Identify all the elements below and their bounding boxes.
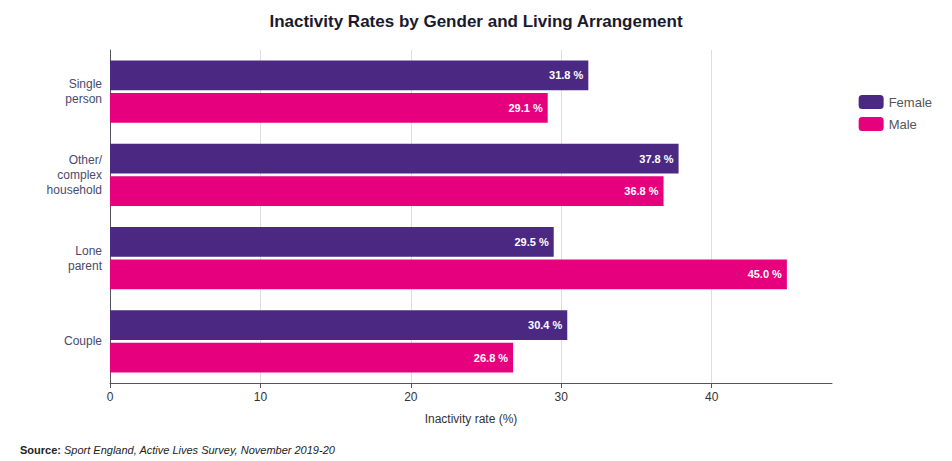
svg-text:26.8 %: 26.8 % <box>474 352 508 364</box>
svg-text:29.1 %: 29.1 % <box>508 102 542 114</box>
svg-text:36.8 %: 36.8 % <box>624 185 658 197</box>
svg-text:Female: Female <box>889 95 932 110</box>
svg-text:complex: complex <box>57 168 102 182</box>
svg-text:Male: Male <box>889 117 917 132</box>
svg-text:30: 30 <box>555 390 569 404</box>
svg-text:10: 10 <box>254 390 268 404</box>
svg-text:Lone: Lone <box>75 244 102 258</box>
svg-text:Inactivity Rates by Gender and: Inactivity Rates by Gender and Living Ar… <box>269 12 682 31</box>
svg-text:45.0 %: 45.0 % <box>748 268 782 280</box>
svg-text:31.8 %: 31.8 % <box>549 69 583 81</box>
svg-text:person: person <box>65 92 102 106</box>
svg-text:40: 40 <box>705 390 719 404</box>
svg-text:20: 20 <box>404 390 418 404</box>
svg-text:household: household <box>47 183 102 197</box>
svg-text:Inactivity rate (%): Inactivity rate (%) <box>425 412 518 426</box>
svg-text:30.4 %: 30.4 % <box>528 319 562 331</box>
svg-text:Single: Single <box>69 77 103 91</box>
svg-text:Couple: Couple <box>64 334 102 348</box>
svg-text:Other/: Other/ <box>69 153 103 167</box>
svg-text:29.5 %: 29.5 % <box>514 236 548 248</box>
svg-text:Source:: Source: <box>20 444 61 456</box>
svg-text:Sport England, Active Lives Su: Sport England, Active Lives Survey, Nove… <box>64 444 336 456</box>
svg-text:0: 0 <box>107 390 114 404</box>
svg-text:parent: parent <box>68 259 103 273</box>
svg-text:37.8 %: 37.8 % <box>639 153 673 165</box>
